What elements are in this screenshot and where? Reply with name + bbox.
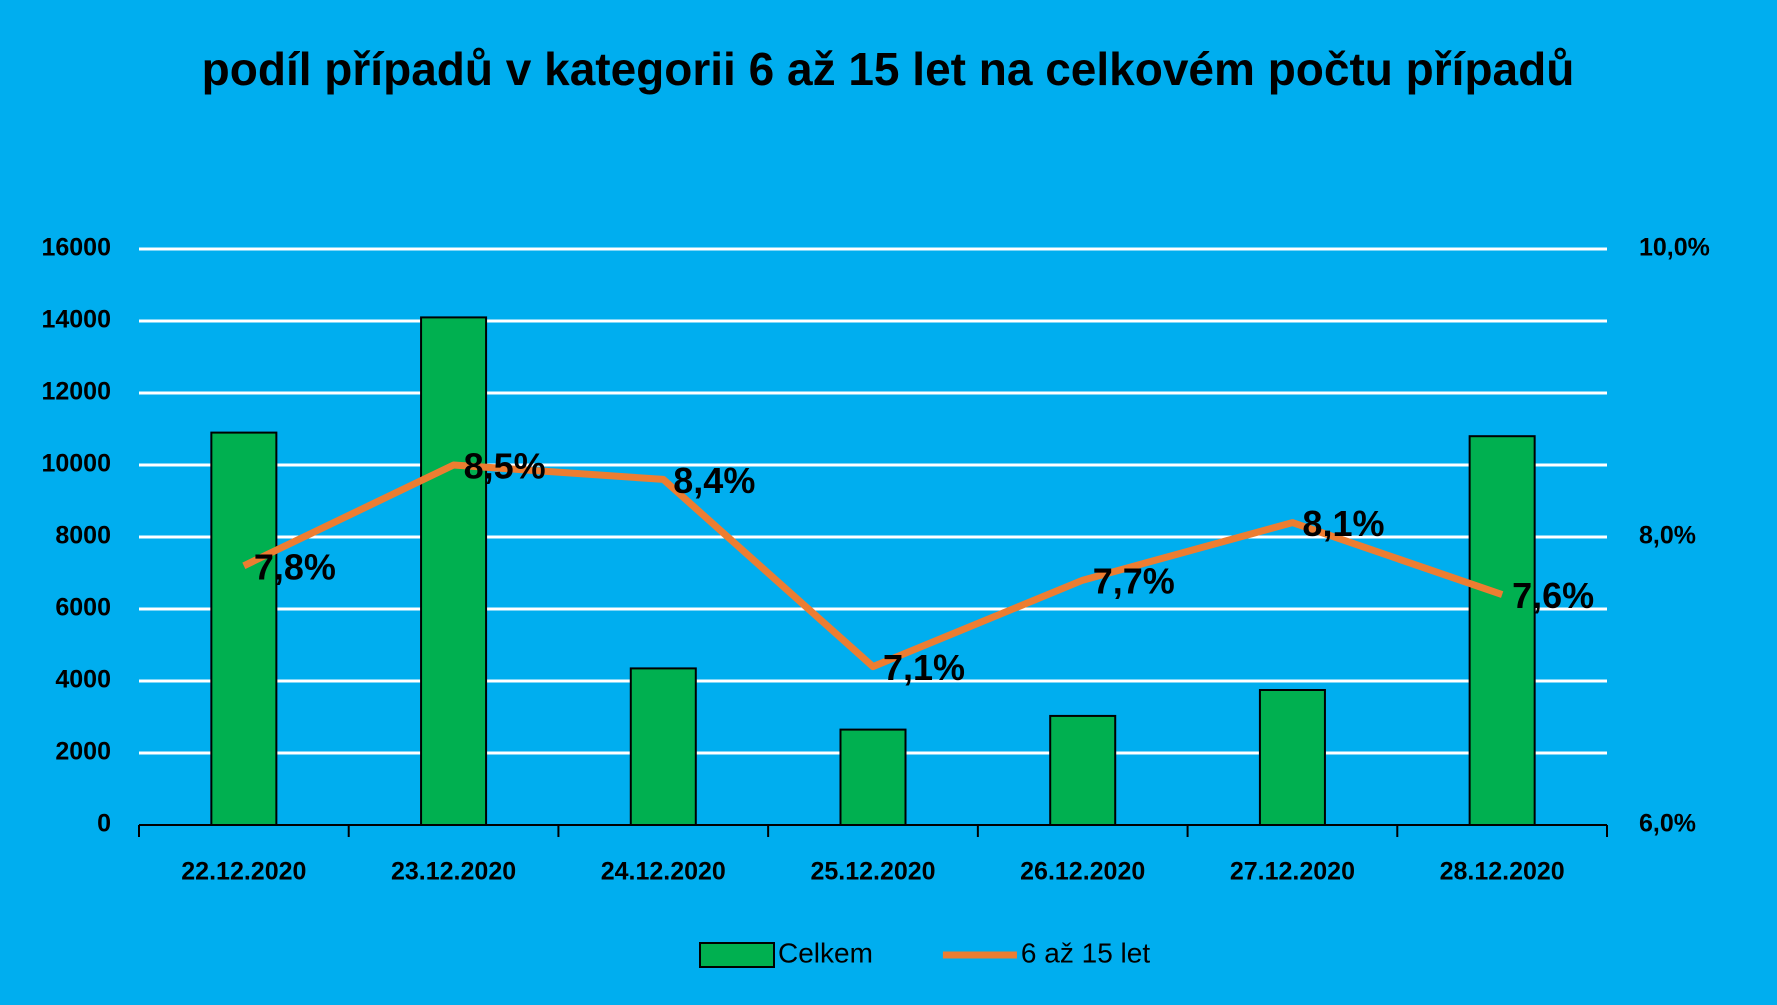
bar — [1258, 689, 1326, 826]
x-tick-label: 23.12.2020 — [391, 858, 516, 886]
data-label: 7,6% — [1512, 575, 1594, 616]
legend-swatch — [699, 942, 775, 968]
x-tick-label: 27.12.2020 — [1230, 858, 1355, 886]
bar — [839, 728, 907, 826]
data-label: 7,7% — [1093, 561, 1175, 602]
y-tick-label: 10000 — [41, 450, 111, 478]
y-tick-label: 6000 — [55, 594, 111, 622]
legend-label: Celkem — [778, 937, 873, 968]
data-label: 7,8% — [254, 546, 336, 587]
y-tick-label: 12000 — [41, 378, 111, 406]
bar — [1049, 714, 1117, 826]
data-label: 8,5% — [464, 446, 546, 487]
y-tick-label: 4000 — [55, 666, 111, 694]
legend-label: 6 až 15 let — [1021, 937, 1150, 968]
y2-tick-label: 8,0% — [1639, 522, 1696, 550]
x-tick-label: 26.12.2020 — [1020, 858, 1145, 886]
bar — [1468, 435, 1536, 826]
chart-title: podíl případů v kategorii 6 až 15 let na… — [201, 43, 1575, 95]
x-tick-label: 22.12.2020 — [181, 858, 306, 886]
x-tick-label: 25.12.2020 — [810, 858, 935, 886]
y2-tick-label: 10,0% — [1639, 234, 1710, 262]
y-tick-label: 16000 — [41, 234, 111, 262]
data-label: 8,4% — [673, 460, 755, 501]
x-tick-label: 28.12.2020 — [1440, 858, 1565, 886]
line — [242, 461, 1504, 671]
data-label: 8,1% — [1302, 503, 1384, 544]
y-tick-label: 2000 — [55, 738, 111, 766]
data-label: 7,1% — [883, 647, 965, 688]
bar — [210, 431, 278, 826]
x-tick-label: 24.12.2020 — [601, 858, 726, 886]
y-tick-label: 14000 — [41, 306, 111, 334]
y2-tick-label: 6,0% — [1639, 810, 1696, 838]
bar — [629, 667, 697, 827]
y-tick-label: 8000 — [55, 522, 111, 550]
bar — [420, 316, 488, 826]
y-tick-label: 0 — [97, 810, 111, 838]
